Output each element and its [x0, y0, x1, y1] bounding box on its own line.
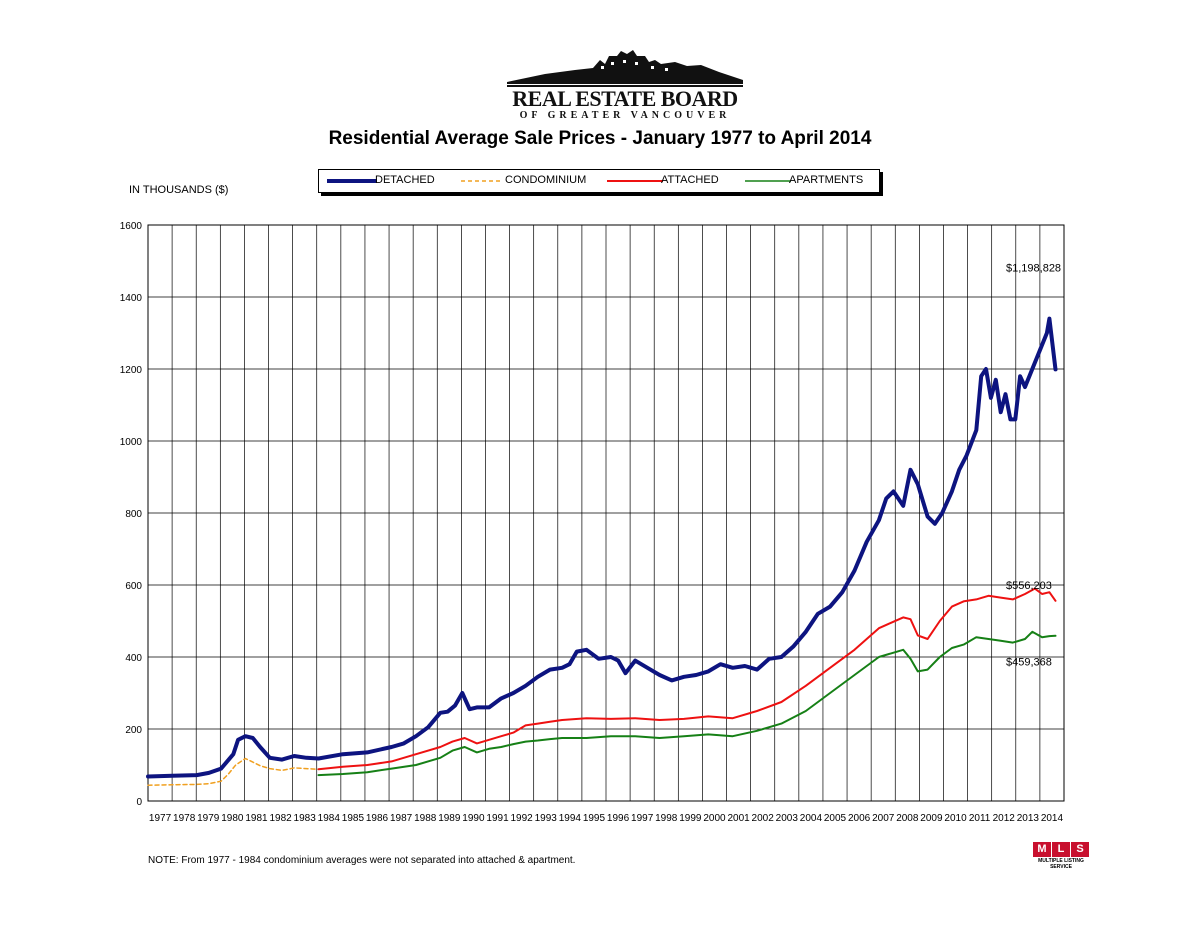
x-tick-label: 1996: [607, 813, 630, 824]
x-tick-label: 1998: [655, 813, 678, 824]
x-tick-label: 1995: [583, 813, 606, 824]
x-tick-label: 1991: [486, 813, 509, 824]
x-tick-label: 2011: [969, 813, 991, 824]
x-tick-label: 2008: [896, 813, 919, 824]
x-tick-label: 1985: [342, 813, 365, 824]
legend-swatch-apartments: [745, 180, 791, 182]
city-skyline-icon: [507, 50, 743, 87]
x-tick-label: 2001: [727, 813, 750, 824]
legend-label-detached: DETACHED: [375, 174, 435, 186]
x-tick-label: 2000: [703, 813, 726, 824]
data-label-2: $556,203: [1006, 580, 1052, 592]
legend-label-apartments: APARTMENTS: [789, 174, 864, 186]
x-tick-label: 2007: [872, 813, 895, 824]
plot-area-border: [147, 224, 1065, 802]
series-line-condominium: [147, 757, 320, 786]
x-tick-label: 2009: [920, 813, 943, 824]
footnote: NOTE: From 1977 - 1984 condominium avera…: [148, 855, 576, 866]
data-label-3: $459,368: [1006, 657, 1052, 669]
mls-letter-l: L: [1052, 842, 1070, 857]
y-tick-label: 1200: [120, 365, 143, 376]
y-tick-label: 400: [125, 653, 142, 664]
x-tick-label: 1978: [173, 813, 196, 824]
mls-letter-m: M: [1033, 842, 1051, 857]
mls-letter-s: S: [1071, 842, 1089, 857]
x-tick-label: 2013: [1017, 813, 1040, 824]
y-tick-label: 200: [125, 725, 142, 736]
y-tick-label: 1000: [120, 437, 143, 448]
x-tick-label: 1987: [390, 813, 413, 824]
y-tick-label: 1400: [120, 293, 143, 304]
x-tick-label: 1990: [462, 813, 485, 824]
x-tick-label: 1977: [149, 813, 172, 824]
x-tick-label: 2006: [848, 813, 871, 824]
x-tick-label: 1982: [269, 813, 292, 824]
logo-main-text: REAL ESTATE BOARD: [512, 86, 738, 111]
x-tick-label: 2004: [800, 813, 823, 824]
y-tick-label: 600: [125, 581, 142, 592]
line-chart: 0 200 400 600 800 1000 1200 1400 1600 1977 1978 197…: [120, 221, 1065, 824]
legend: DETACHED CONDOMINIUM ATTACHED APARTMENTS: [318, 169, 880, 193]
x-tick-label: 1980: [221, 813, 244, 824]
chart-title: Residential Average Sale Prices - Januar…: [328, 128, 872, 149]
x-tick-label: 2012: [993, 813, 1016, 824]
legend-label-attached: ATTACHED: [661, 174, 719, 186]
x-tick-label: 1994: [559, 813, 582, 824]
series-line-detached: [146, 316, 1058, 779]
legend-label-condominium: CONDOMINIUM: [505, 174, 587, 186]
x-tick-label: 2002: [752, 813, 775, 824]
x-tick-label: 1981: [245, 813, 268, 824]
mls-caption: MULTIPLE LISTING SERVICE: [1038, 858, 1084, 870]
x-tick-label: 1997: [631, 813, 654, 824]
rebgv-logo: REAL ESTATE BOARD OF GREATER VANCOUVER: [505, 48, 745, 124]
mls-logo: M L S MULTIPLE LISTING SERVICE: [1031, 842, 1091, 870]
x-tick-label: 2005: [824, 813, 847, 824]
y-tick-label: 800: [125, 509, 142, 520]
data-label-1: $1,198,828: [1006, 262, 1061, 274]
x-tick-label: 1983: [294, 813, 317, 824]
legend-swatch-attached: [607, 180, 663, 182]
x-tick-label: 1999: [679, 813, 702, 824]
x-tick-label: 1979: [197, 813, 220, 824]
y-tick-label: 0: [136, 797, 142, 808]
x-tick-label: 1986: [366, 813, 389, 824]
x-tick-label: 1992: [511, 813, 534, 824]
series-line-apartments: [317, 630, 1057, 777]
x-tick-label: 1988: [414, 813, 437, 824]
x-tick-label: 1989: [438, 813, 461, 824]
logo-sub-text: OF GREATER VANCOUVER: [519, 110, 731, 121]
y-tick-label: 1600: [120, 221, 143, 232]
legend-swatch-detached: [327, 179, 377, 183]
x-tick-label: 1984: [318, 813, 341, 824]
y-axis-label: IN THOUSANDS ($): [129, 184, 229, 196]
x-tick-label: 1993: [535, 813, 558, 824]
x-tick-label: 2010: [944, 813, 967, 824]
series-line-attached: [317, 587, 1057, 771]
x-tick-label: 2003: [776, 813, 799, 824]
x-tick-label: 2014: [1041, 813, 1064, 824]
